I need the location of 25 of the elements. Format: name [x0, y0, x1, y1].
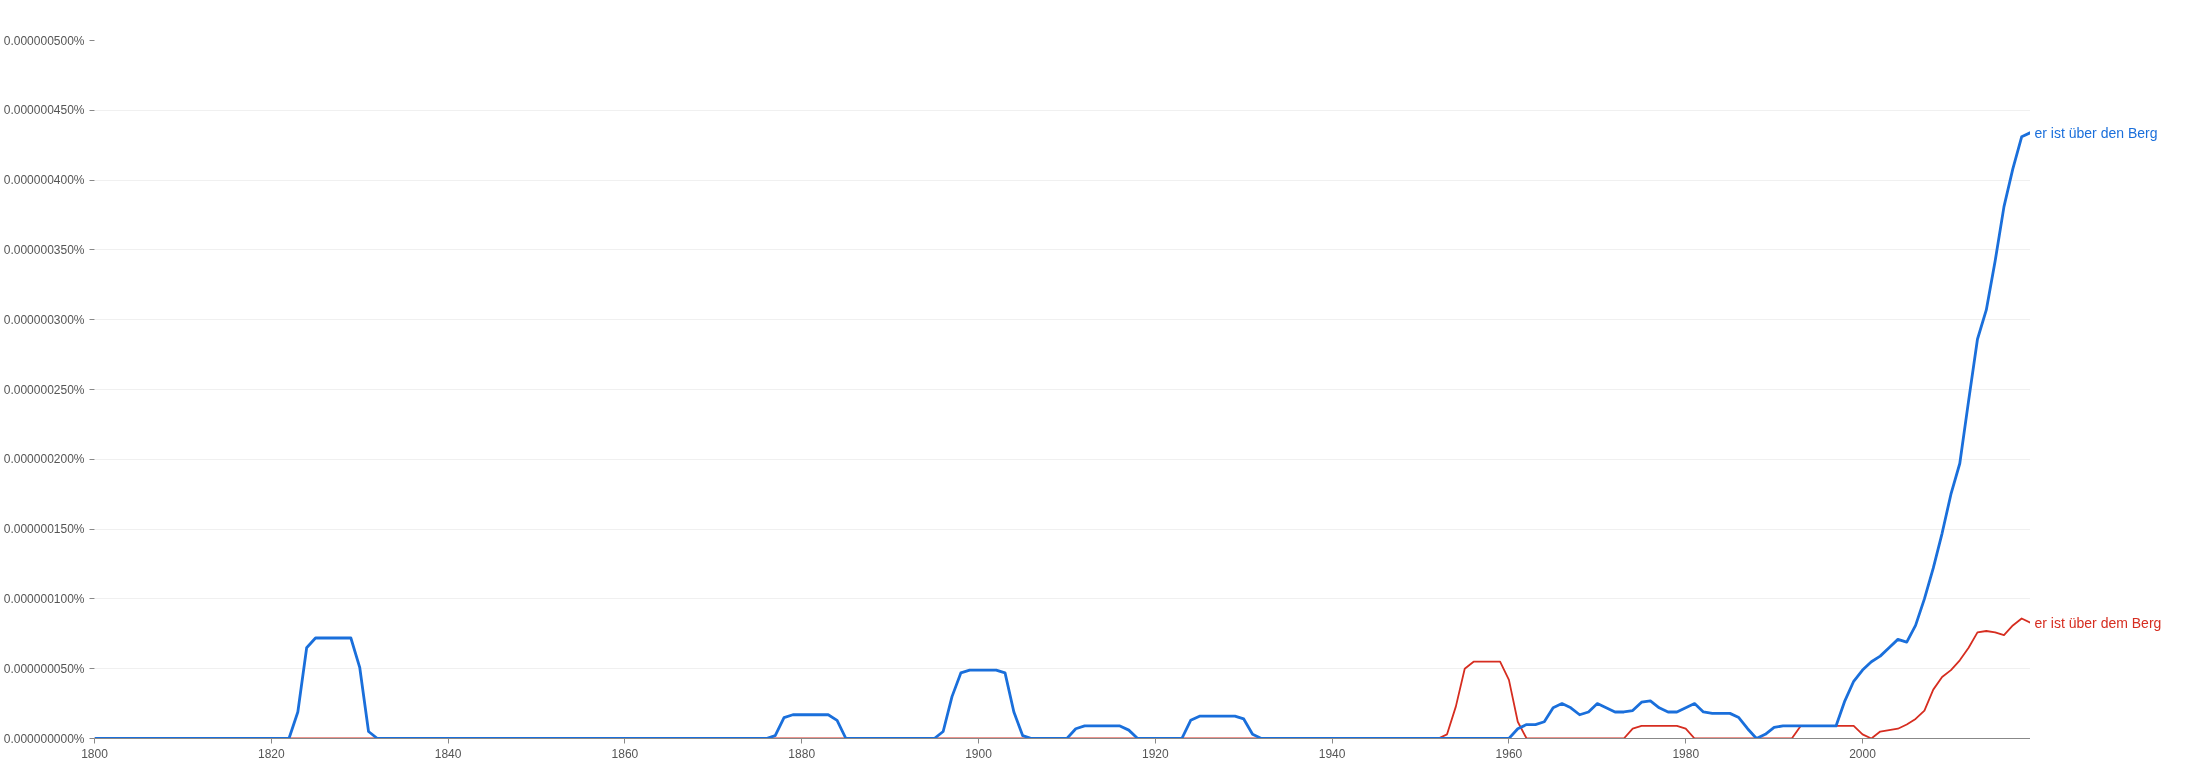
y-tick-label: 0.000000500%	[3, 33, 85, 48]
series-label: er ist über den Berg	[2034, 124, 2158, 141]
y-tick-label: 0.000000150%	[3, 522, 85, 537]
y-tick-label: 0.000000200%	[3, 452, 85, 467]
x-tick-label: 1820	[257, 746, 285, 761]
x-tick-label: 1800	[81, 746, 109, 761]
line-series	[94, 131, 2030, 739]
y-tick-label: 0.000000450%	[3, 103, 85, 118]
x-tick-label: 1840	[434, 746, 462, 761]
x-tick-label: 1960	[1495, 746, 1523, 761]
y-tick-label: 0.000000350%	[3, 242, 85, 257]
y-tick-label: 0.000000050%	[3, 661, 85, 676]
x-tick-label: 1980	[1672, 746, 1700, 761]
y-tick-label: 0.000000100%	[3, 591, 85, 606]
y-tick-label: 0.000000000%	[3, 731, 85, 746]
x-tick-label: 1940	[1318, 746, 1346, 761]
x-tick-label: 1920	[1141, 746, 1169, 761]
y-tick-label: 0.000000400%	[3, 173, 85, 188]
x-tick-label: 1900	[965, 746, 993, 761]
series-label: er ist über dem Berg	[2034, 614, 2162, 631]
y-tick-label: 0.000000300%	[3, 312, 85, 327]
x-tick-label: 1880	[788, 746, 816, 761]
x-tick-label: 1860	[611, 746, 639, 761]
y-tick-label: 0.000000250%	[3, 382, 85, 397]
x-tick-label: 2000	[1849, 746, 1877, 761]
